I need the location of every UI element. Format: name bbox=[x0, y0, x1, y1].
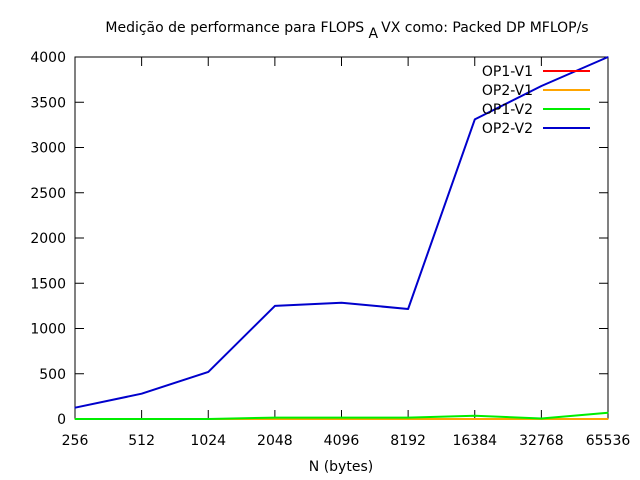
data-point-op2-v1 bbox=[340, 418, 343, 420]
data-point-op2-v2 bbox=[407, 308, 409, 310]
y-tick-label: 1000 bbox=[30, 322, 66, 338]
data-point-op1-v2 bbox=[74, 418, 76, 420]
data-point-op2-v1 bbox=[274, 418, 276, 420]
data-point-op2-v2 bbox=[540, 85, 543, 87]
data-point-op2-v2 bbox=[207, 371, 209, 373]
data-point-op2-v1 bbox=[474, 418, 476, 420]
legend: OP1-V1 OP2-V1 OP1-V2 OP2-V2 bbox=[482, 64, 590, 137]
y-tick-label: 2000 bbox=[30, 231, 66, 247]
chart-title-subscript: A bbox=[368, 26, 378, 42]
y-tick-label: 3500 bbox=[30, 95, 66, 111]
y-axis-ticks: 0 500 1000 1500 2000 2500 3000 3500 4000 bbox=[30, 50, 608, 428]
data-point-op1-v2 bbox=[141, 418, 143, 420]
data-point-op1-v2 bbox=[407, 417, 409, 419]
data-point-op2-v2 bbox=[340, 302, 343, 304]
legend-label: OP2-V2 bbox=[482, 121, 533, 137]
y-tick-label: 3000 bbox=[30, 141, 66, 157]
data-point-op1-v2 bbox=[207, 418, 209, 420]
chart-title-suffix: VX como: Packed DP MFLOP/s bbox=[381, 20, 588, 36]
x-tick-label: 2048 bbox=[257, 433, 293, 449]
series-lines bbox=[74, 56, 609, 420]
y-tick-label: 4000 bbox=[30, 50, 66, 66]
y-tick-label: 500 bbox=[39, 367, 66, 383]
x-axis-label: N (bytes) bbox=[309, 459, 373, 475]
y-tick-label: 1500 bbox=[30, 276, 66, 292]
data-point-op2-v2 bbox=[607, 56, 609, 58]
data-point-op2-v2 bbox=[274, 305, 276, 307]
chart-title-main: Medição de performance para FLOPS bbox=[105, 20, 364, 36]
data-point-op2-v2 bbox=[474, 118, 476, 120]
x-tick-label: 8192 bbox=[390, 433, 426, 449]
x-tick-label: 16384 bbox=[452, 433, 497, 449]
data-point-op2-v1 bbox=[607, 418, 609, 420]
x-axis-ticks: 256 512 1024 2048 4096 8192 16384 32768 65536 bbox=[62, 57, 631, 449]
x-tick-label: 1024 bbox=[190, 433, 226, 449]
x-tick-label: 256 bbox=[62, 433, 89, 449]
legend-label: OP1-V2 bbox=[482, 102, 533, 118]
x-tick-label: 65536 bbox=[586, 433, 631, 449]
legend-label: OP1-V1 bbox=[482, 64, 533, 80]
data-point-op1-v2 bbox=[540, 417, 543, 420]
data-point-op1-v2 bbox=[340, 417, 343, 419]
legend-label: OP2-V1 bbox=[482, 83, 533, 99]
data-point-op1-v2 bbox=[474, 415, 476, 417]
x-tick-label: 4096 bbox=[324, 433, 360, 449]
y-tick-label: 2500 bbox=[30, 186, 66, 202]
data-point-op2-v2 bbox=[141, 393, 143, 395]
data-point-op1-v2 bbox=[607, 412, 609, 414]
x-tick-label: 32768 bbox=[519, 433, 564, 449]
x-tick-label: 512 bbox=[128, 433, 155, 449]
chart-title: Medição de performance para FLOPS A VX com… bbox=[105, 20, 588, 42]
data-point-op1-v2 bbox=[274, 417, 276, 419]
data-point-op2-v2 bbox=[74, 407, 76, 409]
data-point-op2-v1 bbox=[407, 418, 409, 420]
y-tick-label: 0 bbox=[57, 412, 66, 428]
